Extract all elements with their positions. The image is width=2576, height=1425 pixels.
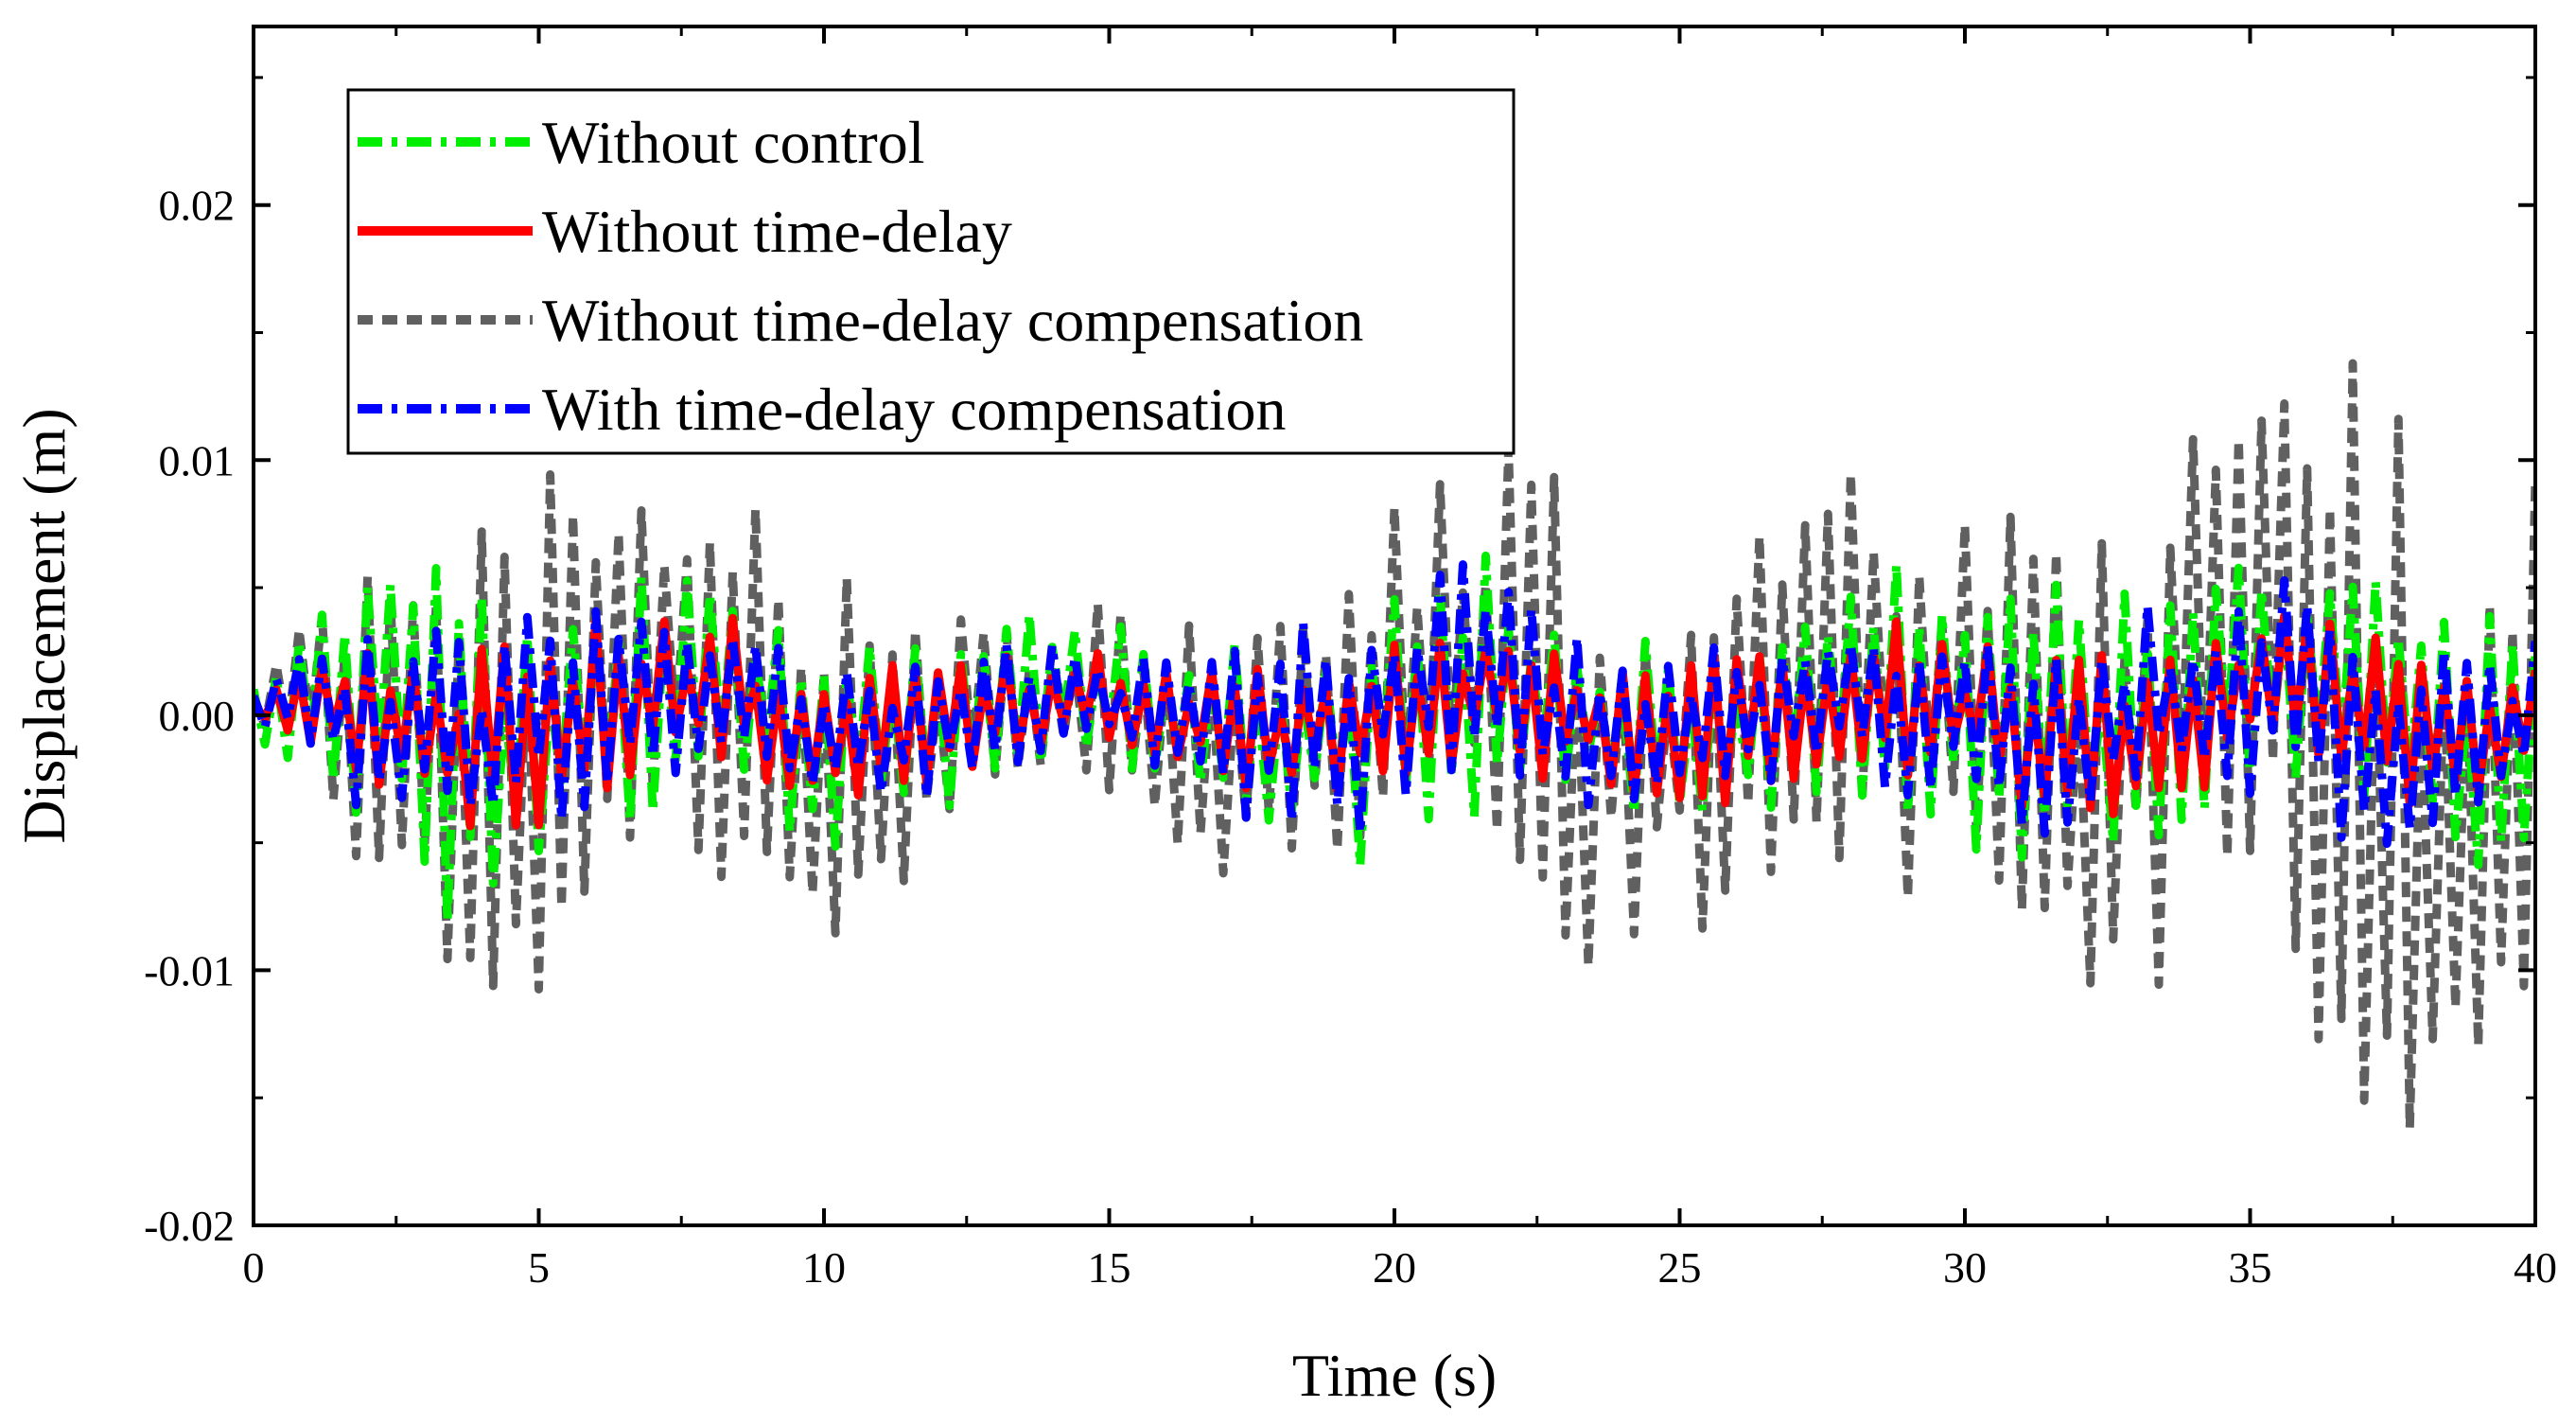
y-tick-label: -0.02	[144, 1202, 235, 1250]
x-tick-label: 10	[802, 1243, 846, 1292]
legend-label-3: With time-delay compensation	[542, 376, 1287, 443]
x-tick-label: 0	[243, 1243, 265, 1292]
series-line-2	[254, 359, 2535, 1133]
legend-box	[346, 88, 1516, 455]
legend-label-0: Without control	[542, 109, 924, 176]
x-tick-label: 20	[1373, 1243, 1416, 1292]
x-tick-label: 5	[528, 1243, 550, 1292]
legend: Without control Without time-delay Without…	[346, 88, 1516, 455]
x-tick-label: 35	[2229, 1243, 2272, 1292]
y-axis-title: Displacement (m)	[10, 408, 78, 843]
y-tick-label: -0.01	[144, 946, 235, 994]
legend-label-2: Without time-delay compensation	[542, 287, 1363, 354]
x-tick-label: 40	[2514, 1243, 2557, 1292]
legend-label-1: Without time-delay	[542, 198, 1012, 265]
y-tick-label: 0.02	[159, 182, 236, 230]
y-tick-label: 0.00	[159, 692, 236, 740]
series-layer	[254, 359, 2535, 1133]
x-tick-label: 15	[1088, 1243, 1131, 1292]
y-tick-label: 0.01	[159, 436, 236, 484]
x-tick-label: 25	[1658, 1243, 1702, 1292]
x-tick-label: 30	[1943, 1243, 1987, 1292]
axes-layer: 0 5 10 15 20 25 30 35 40 -0.02 -0.01 0.00 0.01 0.02 Ti…	[10, 25, 2557, 1409]
x-axis-title: Time (s)	[1292, 1342, 1497, 1409]
series-line-3	[254, 560, 2535, 849]
